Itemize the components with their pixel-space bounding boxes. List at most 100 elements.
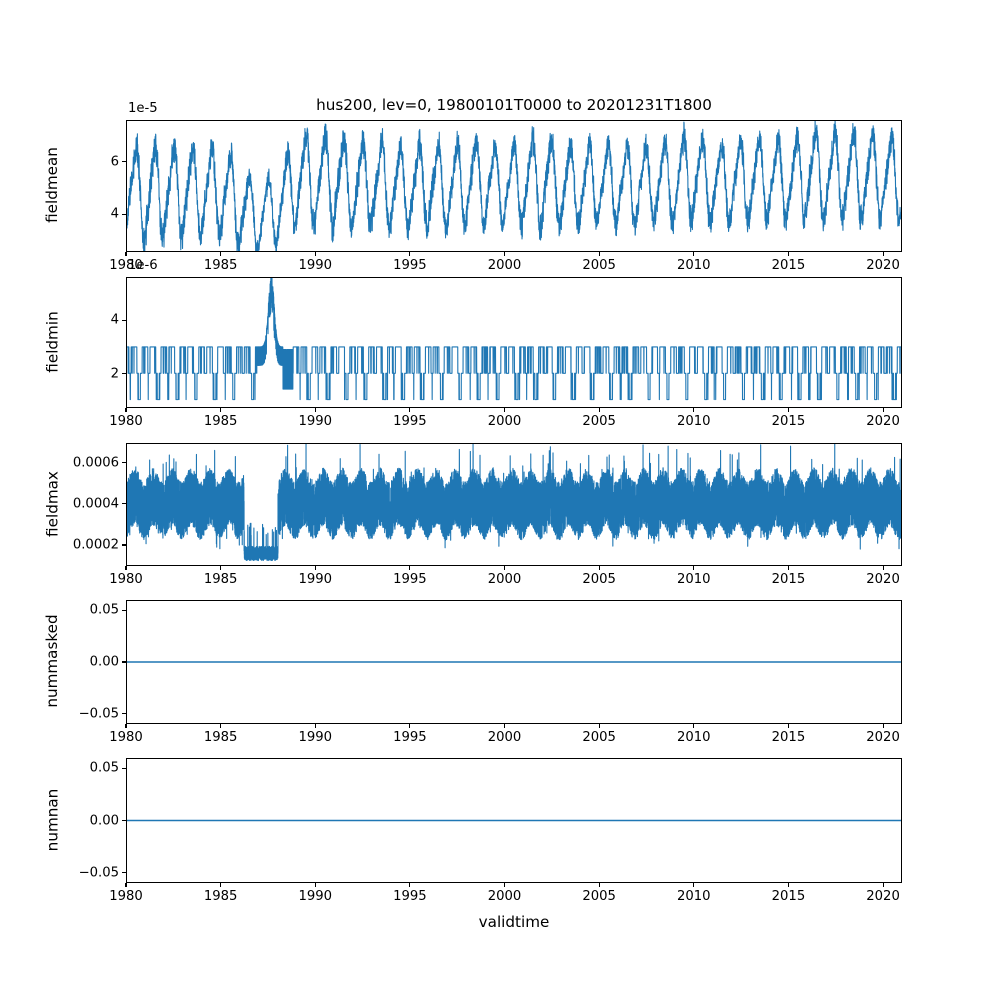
xtick-fieldmax-0 [125,566,127,570]
xtick-fieldmin-1 [220,408,222,412]
xtick-label-numnan-4: 2000 [487,889,522,904]
xtick-label-fieldmax-3: 1995 [393,572,427,587]
ytick-label-numnan-1: 0.00 [89,813,119,828]
xtick-fieldmean-2 [314,252,316,256]
xtick-label-fieldmin-8: 2020 [866,414,900,429]
xtick-fieldmin-0 [125,408,127,412]
ytick-fieldmean-1 [122,161,126,163]
plot-line-fieldmean [127,121,901,251]
xtick-label-nummasked-2: 1990 [298,730,333,745]
xtick-numnan-5 [598,883,600,887]
xtick-nummasked-0 [125,724,127,728]
xtick-numnan-0 [125,883,127,887]
ylabel-numnan: numnan [43,788,61,851]
ylabel-nummasked: nummasked [43,614,61,708]
ytick-nummasked-1 [122,661,126,663]
ytick-label-fieldmax-1: 0.0004 [72,496,119,512]
xtick-label-fieldmin-3: 1995 [393,414,427,429]
xtick-label-nummasked-5: 2005 [582,730,616,745]
xtick-nummasked-4 [503,724,506,728]
xtick-label-fieldmin-6: 2010 [677,414,711,429]
xtick-label-fieldmax-1: 1985 [203,572,238,587]
xtick-label-fieldmin-4: 2000 [487,414,522,429]
xtick-label-fieldmax-2: 1990 [298,572,333,587]
xtick-fieldmax-6 [693,566,695,570]
ytick-fieldmin-1 [122,319,126,321]
offset-text-fieldmean: 1e-5 [128,101,158,116]
xtick-label-numnan-7: 2015 [771,889,806,904]
ytick-label-numnan-2: 0.05 [89,760,119,776]
xtick-label-fieldmax-0: 1980 [109,572,143,587]
axes-panel-fieldmax [126,443,902,566]
ytick-fieldmin-0 [122,373,126,375]
xtick-fieldmean-8 [882,252,884,256]
xtick-nummasked-7 [787,724,789,728]
ytick-fieldmax-1 [122,503,126,505]
xtick-label-fieldmin-7: 2015 [771,414,806,429]
xtick-nummasked-8 [882,724,884,728]
xtick-numnan-1 [220,883,222,887]
plot-line-nummasked [127,601,901,723]
xtick-label-numnan-2: 1990 [298,889,333,904]
xtick-fieldmean-5 [598,252,600,256]
ytick-label-fieldmin-1: 4 [110,312,119,328]
xtick-label-fieldmin-1: 1985 [203,414,238,429]
xtick-label-numnan-8: 2020 [866,889,900,904]
ylabel-fieldmin: fieldmin [43,310,61,373]
xtick-fieldmean-3 [409,252,411,256]
xtick-label-numnan-1: 1985 [203,889,238,904]
xtick-nummasked-2 [314,724,316,728]
xtick-label-fieldmin-2: 1990 [298,414,333,429]
xtick-label-nummasked-1: 1985 [203,730,238,745]
ytick-label-fieldmax-2: 0.0006 [72,455,119,471]
xtick-fieldmin-5 [598,408,600,412]
xtick-label-fieldmax-6: 2010 [677,572,711,587]
xtick-label-numnan-6: 2010 [677,889,711,904]
xtick-fieldmax-7 [787,566,789,570]
xtick-fieldmean-0 [125,252,127,256]
xtick-label-numnan-5: 2005 [582,889,616,904]
ytick-label-fieldmax-0: 0.0002 [72,537,119,553]
plot-line-fieldmin [127,278,901,407]
ytick-fieldmean-0 [122,213,126,215]
xtick-fieldmax-8 [882,566,884,570]
xtick-fieldmin-6 [693,408,695,412]
xtick-label-numnan-0: 1980 [109,889,143,904]
ytick-label-fieldmean-0: 4 [110,206,119,222]
xtick-fieldmax-3 [409,566,411,570]
ytick-label-nummasked-1: 0.00 [89,654,119,670]
xtick-label-nummasked-4: 2000 [487,730,522,745]
xtick-fieldmean-7 [787,252,789,256]
xtick-label-fieldmean-1: 1985 [203,258,238,273]
axes-panel-fieldmean [126,120,902,252]
xtick-label-nummasked-0: 1980 [109,730,143,745]
xtick-label-fieldmean-6: 2010 [677,258,711,273]
xtick-fieldmax-1 [220,566,222,570]
ytick-label-numnan-0: −0.05 [78,865,119,881]
xtick-numnan-7 [787,883,789,887]
xtick-label-fieldmean-4: 2000 [487,258,522,273]
xtick-fieldmean-6 [693,252,695,256]
xtick-label-fieldmean-0: 1980 [109,258,143,273]
xtick-label-fieldmean-8: 2020 [866,258,900,273]
ytick-fieldmax-0 [122,544,126,546]
xtick-fieldmax-5 [598,566,600,570]
ytick-numnan-0 [122,872,126,874]
xtick-nummasked-1 [220,724,222,728]
offset-text-fieldmin: 1e-6 [128,258,158,273]
xtick-fieldmin-4 [503,408,506,412]
ytick-label-nummasked-0: −0.05 [78,706,119,722]
ytick-label-fieldmean-1: 6 [110,154,119,170]
xtick-label-fieldmin-0: 1980 [109,414,143,429]
ytick-numnan-1 [122,819,126,822]
xtick-label-fieldmax-7: 2015 [771,572,806,587]
xtick-fieldmean-1 [220,252,222,256]
xtick-nummasked-5 [598,724,600,728]
ytick-nummasked-2 [122,609,126,611]
axes-panel-fieldmin [126,277,902,408]
xtick-label-nummasked-3: 1995 [393,730,427,745]
xtick-nummasked-6 [693,724,695,728]
xtick-label-nummasked-8: 2020 [866,730,900,745]
xtick-label-fieldmax-5: 2005 [582,572,616,587]
